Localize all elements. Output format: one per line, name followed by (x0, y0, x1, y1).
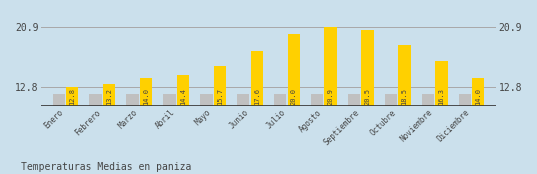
Bar (436, 61, 447, 106)
Text: 20.0: 20.0 (291, 88, 296, 105)
Bar (237, 94, 250, 106)
Bar (385, 94, 397, 106)
Bar (53, 94, 65, 106)
Text: 17.6: 17.6 (253, 88, 260, 105)
Bar (459, 94, 471, 106)
Bar (311, 94, 323, 106)
Text: 20.5: 20.5 (365, 88, 371, 105)
Bar (398, 45, 411, 106)
Bar (348, 94, 360, 106)
Bar (177, 75, 189, 106)
Bar (163, 94, 176, 106)
Bar (214, 65, 226, 106)
Bar (274, 94, 286, 106)
Text: 14.4: 14.4 (180, 88, 186, 105)
Text: 14.0: 14.0 (475, 88, 481, 105)
Bar (66, 87, 78, 106)
Text: 16.3: 16.3 (438, 88, 445, 105)
Bar (126, 94, 139, 106)
Text: 18.5: 18.5 (402, 88, 408, 105)
Text: 20.9: 20.9 (328, 88, 333, 105)
Text: 15.7: 15.7 (217, 88, 223, 105)
Bar (422, 94, 434, 106)
Bar (361, 30, 374, 106)
Text: Temperaturas Medias en paniza: Temperaturas Medias en paniza (21, 162, 192, 172)
Bar (324, 27, 337, 106)
Bar (472, 78, 484, 106)
Bar (287, 34, 300, 106)
Text: 14.0: 14.0 (143, 88, 149, 105)
Bar (90, 94, 101, 106)
Bar (140, 78, 152, 106)
Text: 13.2: 13.2 (106, 88, 112, 105)
Bar (200, 94, 213, 106)
Text: 12.8: 12.8 (69, 88, 75, 105)
Bar (251, 51, 263, 106)
Bar (103, 84, 115, 106)
